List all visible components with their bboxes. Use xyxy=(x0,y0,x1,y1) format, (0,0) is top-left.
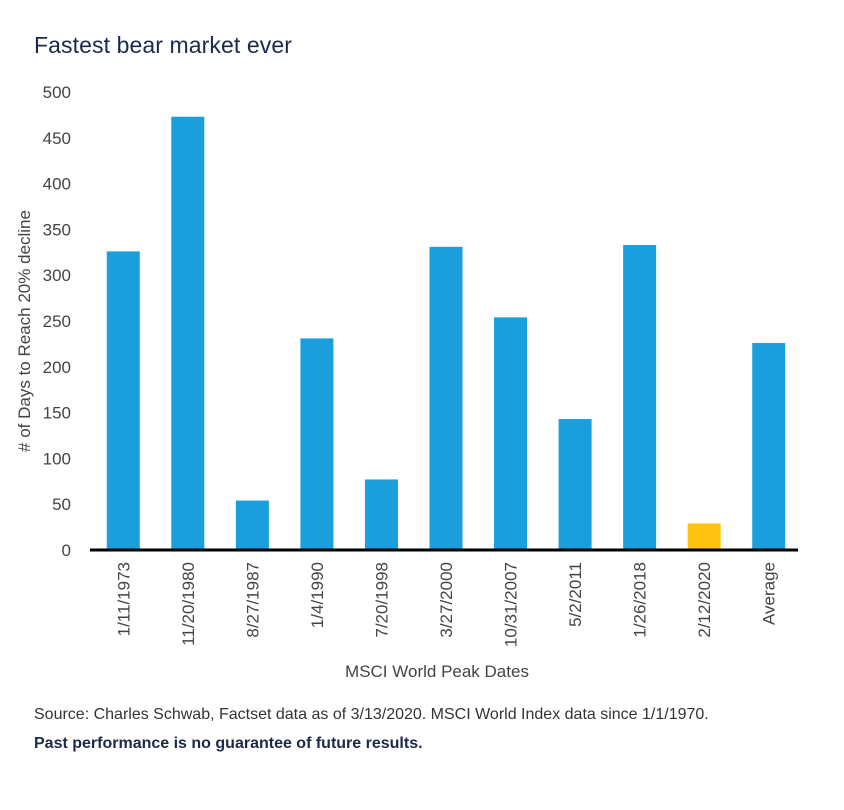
y-tick-label: 50 xyxy=(52,495,71,514)
y-tick-label: 300 xyxy=(43,266,71,285)
bars xyxy=(106,116,786,551)
y-axis-label: # of Days to Reach 20% decline xyxy=(15,210,34,452)
bar xyxy=(623,244,657,551)
y-tick-label: 400 xyxy=(43,175,71,194)
bar xyxy=(171,116,205,551)
bar xyxy=(106,251,140,550)
bar xyxy=(494,317,528,550)
x-tick-label: 10/31/2007 xyxy=(502,562,521,647)
y-tick-label: 450 xyxy=(43,129,71,148)
bar-chart: 0 50 100 150 200 250 300 350 400 450 500 1/11/1973… xyxy=(15,83,798,681)
source-note: Source: Charles Schwab, Factset data as … xyxy=(34,706,709,723)
disclaimer-note: Past performance is no guarantee of futu… xyxy=(34,735,423,752)
bar xyxy=(687,523,721,550)
y-tick-label: 150 xyxy=(43,404,71,423)
bar xyxy=(300,338,334,550)
y-tick-label: 100 xyxy=(43,449,71,468)
x-tick-label: 1/26/2018 xyxy=(631,562,650,638)
x-tick-label: 3/27/2000 xyxy=(437,562,456,638)
bar xyxy=(558,419,592,550)
x-tick-label: 8/27/1987 xyxy=(243,562,262,638)
x-tick-label: 11/20/1980 xyxy=(179,562,198,646)
x-tick-label: 7/20/1998 xyxy=(372,562,391,638)
y-axis-ticks: 0 50 100 150 200 250 300 350 400 450 500 xyxy=(43,83,71,560)
x-tick-label: Average xyxy=(760,562,779,625)
chart-title: Fastest bear market ever xyxy=(34,32,293,58)
bar xyxy=(364,479,398,550)
y-tick-label: 200 xyxy=(43,358,71,377)
x-axis-ticks: 1/11/1973 11/20/1980 8/27/1987 1/4/1990 7/20… xyxy=(114,562,778,647)
x-axis-label: MSCI World Peak Dates xyxy=(345,662,529,681)
x-tick-label: 2/12/2020 xyxy=(695,562,714,638)
x-tick-label: 5/2/2011 xyxy=(566,562,585,627)
x-tick-label: 1/11/1973 xyxy=(114,562,133,636)
x-tick-label: 1/4/1990 xyxy=(308,562,327,628)
bar xyxy=(752,342,786,550)
y-tick-label: 250 xyxy=(43,312,71,331)
y-tick-label: 0 xyxy=(62,541,71,560)
bar xyxy=(235,500,269,550)
bar xyxy=(429,246,463,550)
y-tick-label: 500 xyxy=(43,83,71,102)
y-tick-label: 350 xyxy=(43,220,71,239)
